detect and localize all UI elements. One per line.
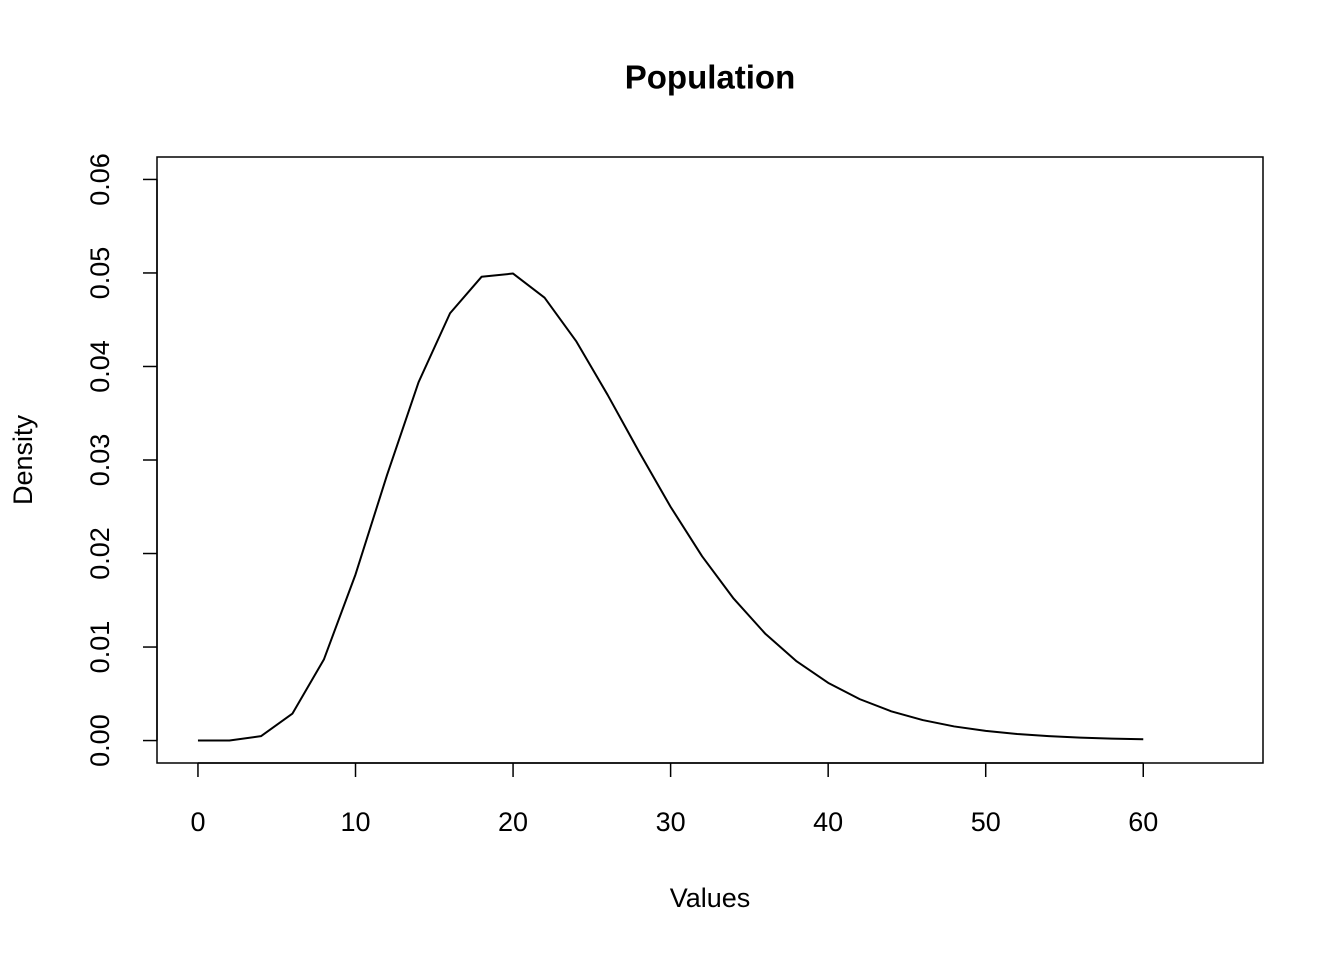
- chart-title: Population: [625, 59, 795, 96]
- x-tick-label: 10: [340, 807, 370, 837]
- y-tick-label: 0.00: [85, 714, 115, 767]
- density-curve: [197, 272, 1144, 742]
- y-axis-label: Density: [8, 414, 38, 505]
- x-axis-label: Values: [670, 883, 751, 913]
- x-tick-label: 40: [813, 807, 843, 837]
- y-tick-label: 0.06: [85, 153, 115, 206]
- x-tick-label: 50: [971, 807, 1001, 837]
- x-tick-label: 20: [498, 807, 528, 837]
- x-tick-label: 0: [190, 807, 205, 837]
- y-tick-label: 0.05: [85, 247, 115, 300]
- plot-box: [156, 156, 1264, 764]
- x-tick-label: 30: [656, 807, 686, 837]
- y-tick-label: 0.01: [85, 621, 115, 674]
- y-tick-label: 0.04: [85, 340, 115, 393]
- y-tick-label: 0.03: [85, 434, 115, 487]
- y-tick-label: 0.02: [85, 527, 115, 580]
- x-tick-label: 60: [1128, 807, 1158, 837]
